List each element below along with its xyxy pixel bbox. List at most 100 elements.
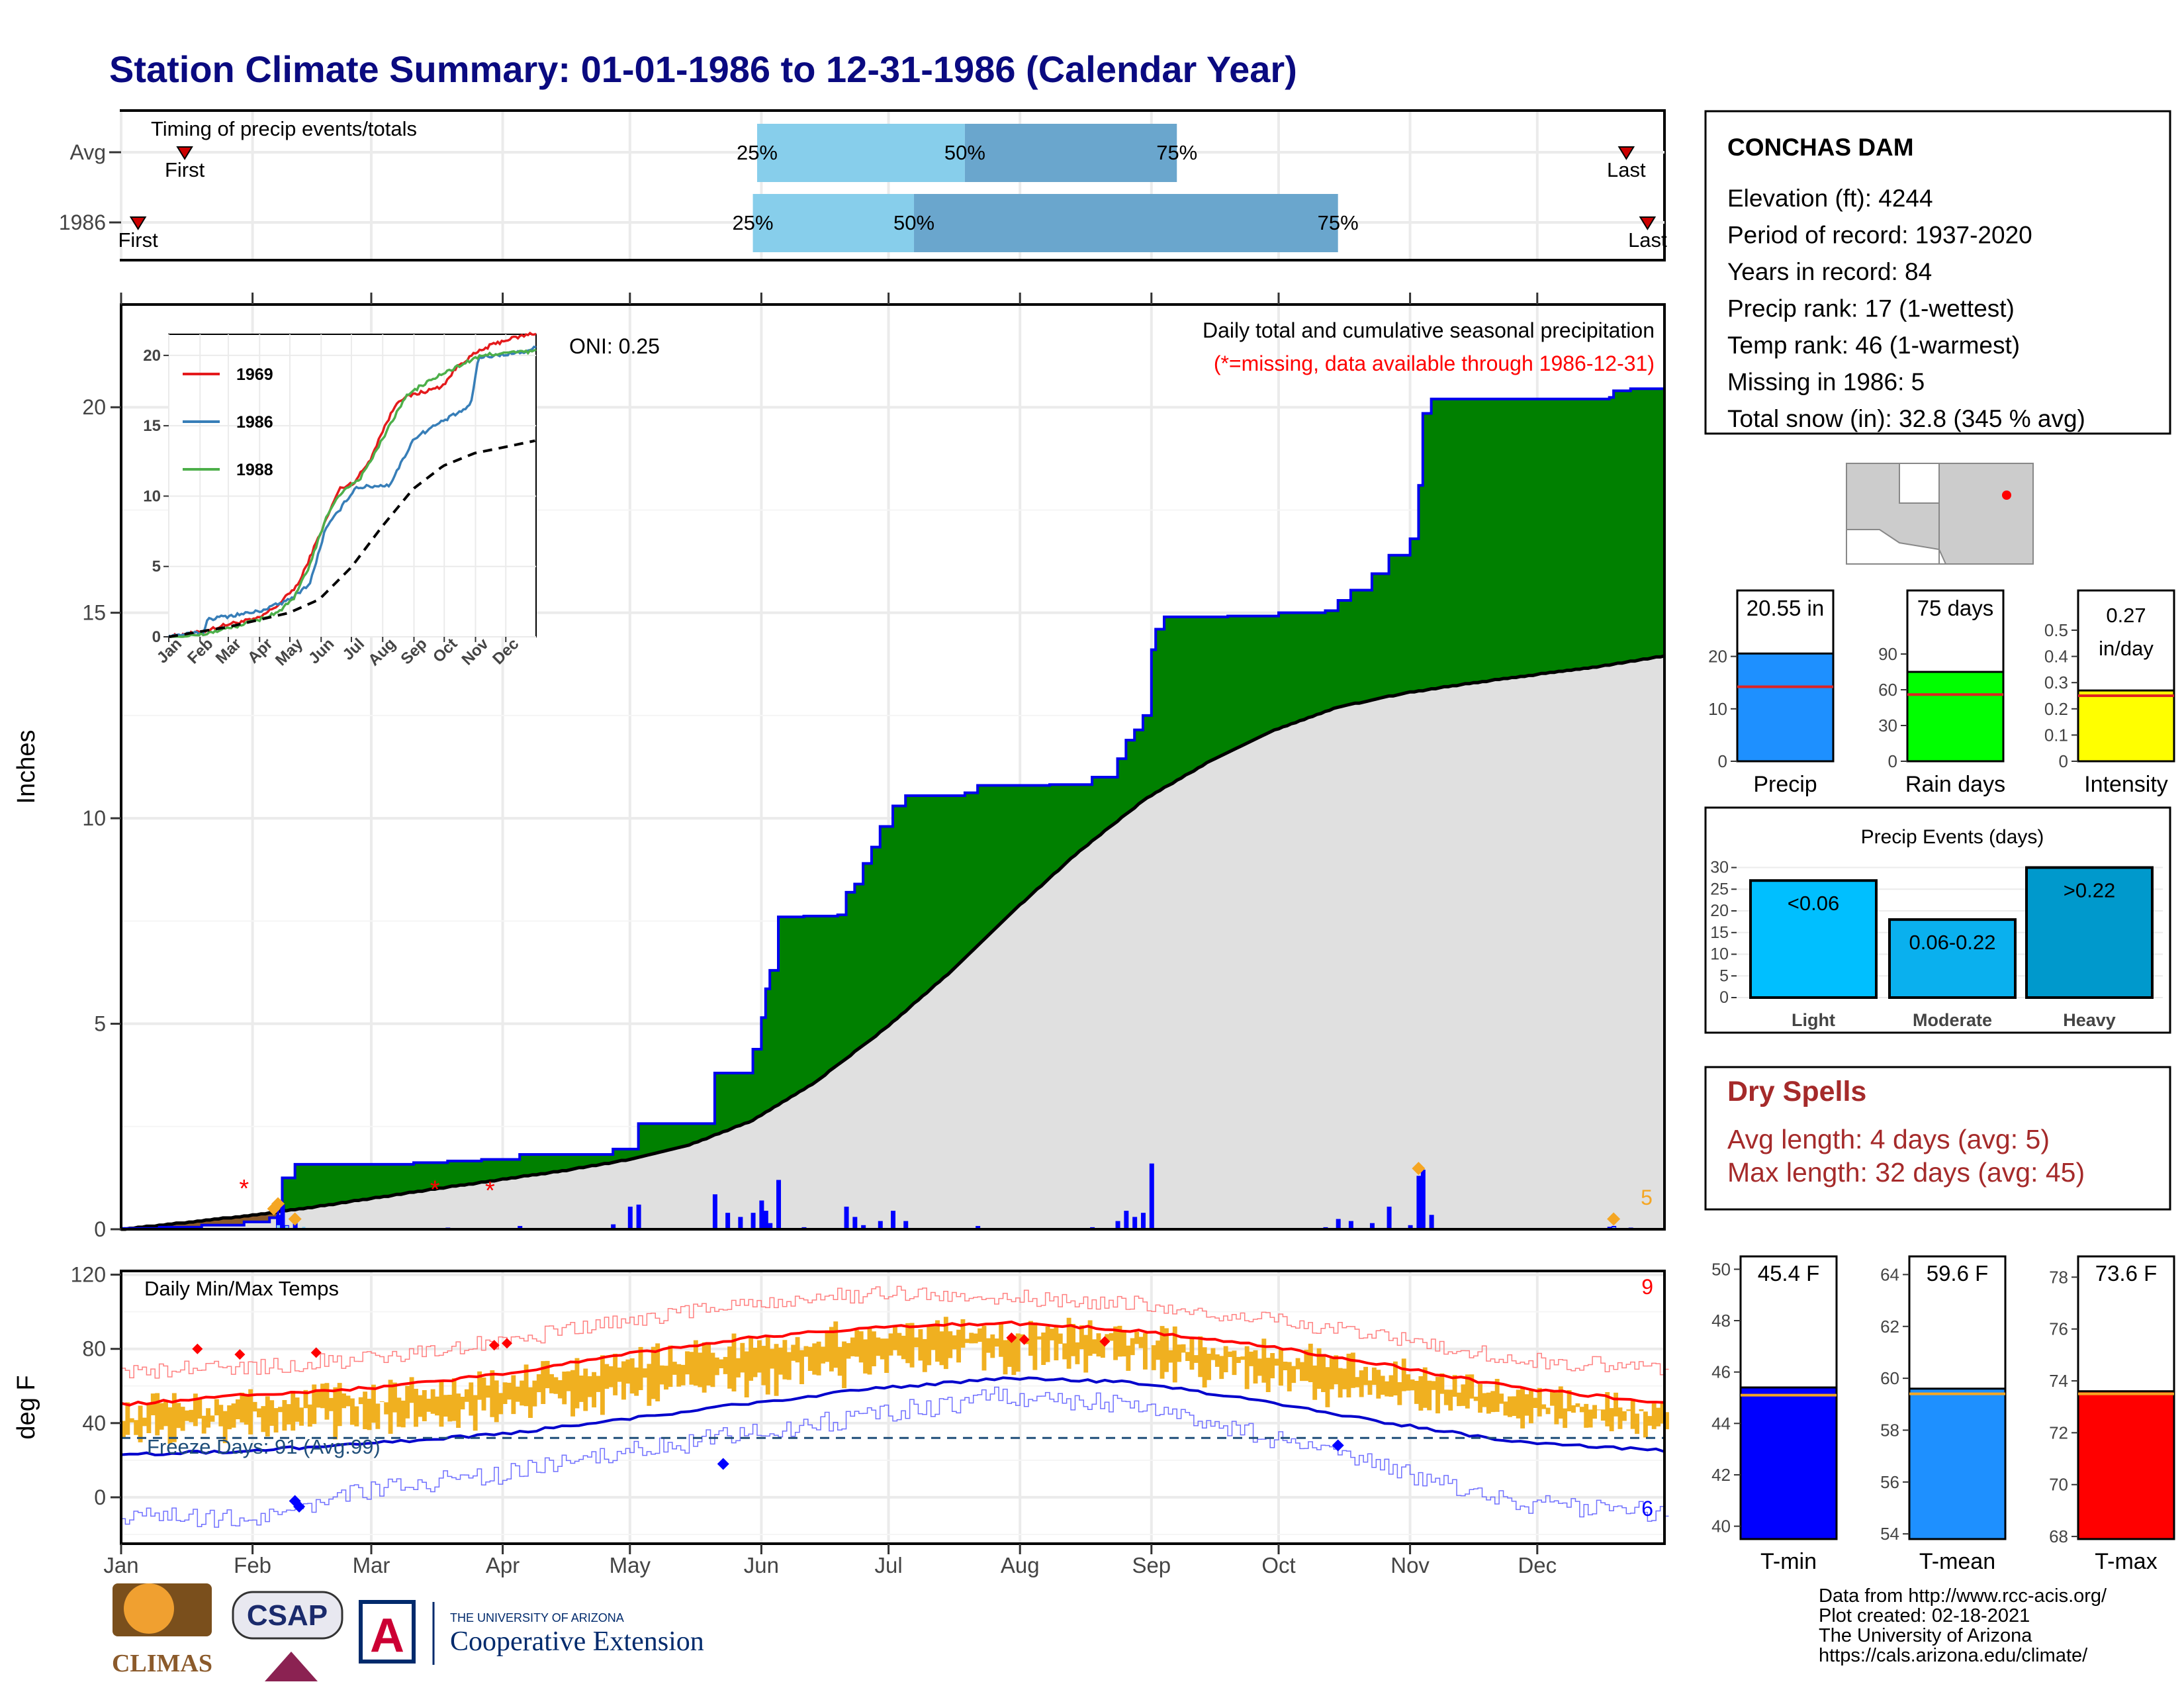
summary-y-tick-label: 0 bbox=[1718, 751, 1727, 771]
summary-y-tick-label: 0.3 bbox=[2044, 673, 2068, 692]
timing-first-marker bbox=[176, 146, 193, 160]
daily-precip-bar bbox=[852, 1217, 858, 1229]
station-name: CONCHAS DAM bbox=[1727, 134, 1914, 161]
daily-precip-bar bbox=[1387, 1206, 1392, 1229]
inset-y-tick-label: 0 bbox=[152, 628, 161, 646]
month-tick-label: Sep bbox=[1132, 1553, 1171, 1577]
footer-line: The University of Arizona bbox=[1819, 1625, 2032, 1646]
record-high-marker bbox=[502, 1338, 512, 1349]
precip-panel: * * * 0 5 10 15 20 Inches ONI: 0.25 Daily total an… bbox=[13, 293, 1666, 1241]
month-tick-label: Oct bbox=[1261, 1553, 1295, 1577]
daily-precip-bar bbox=[1369, 1223, 1375, 1229]
summary-bar-value: 75 days bbox=[1917, 596, 1994, 620]
daily-precip-bar bbox=[891, 1211, 895, 1229]
daily-precip-bar bbox=[280, 1204, 285, 1229]
station-location-dot bbox=[2002, 491, 2011, 500]
precip-events-title: Precip Events (days) bbox=[1861, 826, 2044, 848]
summary-y-tick-label: 0 bbox=[2059, 751, 2068, 771]
precip-event-bar bbox=[1749, 879, 1878, 1000]
summary-bar-value: 0.27 bbox=[2106, 604, 2146, 627]
timing-bar-25-50 bbox=[752, 194, 915, 252]
footer-line: Plot created: 02-18-2021 bbox=[1819, 1605, 2030, 1626]
timing-last-label: Last bbox=[1628, 228, 1667, 252]
inset-legend-label: 1969 bbox=[236, 365, 273, 384]
temp-frame bbox=[120, 1270, 1666, 1545]
timing-last-marker bbox=[1617, 146, 1635, 160]
daily-precip-bar bbox=[903, 1221, 909, 1229]
precip-y-axis-label: Inches bbox=[13, 730, 40, 804]
daily-precip-bar bbox=[1429, 1215, 1434, 1229]
summary-bar-value: 20.55 in bbox=[1747, 596, 1824, 620]
temp-y-axis-label: deg F bbox=[13, 1375, 40, 1439]
temp-panel-title: Daily Min/Max Temps bbox=[144, 1277, 339, 1300]
month-tick-label: Mar bbox=[353, 1553, 390, 1577]
temp-bar bbox=[1739, 1386, 1838, 1540]
timing-row-label: 1986 bbox=[59, 211, 106, 234]
missing-day-marker: * bbox=[485, 1177, 495, 1205]
climas-logo-text: CLIMAS bbox=[112, 1650, 212, 1677]
timing-first-label: First bbox=[165, 158, 205, 181]
month-tick-label: Nov bbox=[1390, 1553, 1430, 1577]
inset-series-line bbox=[168, 345, 537, 639]
precip-events-tick-label: 0 bbox=[1719, 988, 1729, 1007]
temp-bar-y-tick-label: 46 bbox=[1711, 1362, 1731, 1382]
daily-precip-bar bbox=[1348, 1221, 1353, 1229]
daily-precip-bar bbox=[861, 1225, 866, 1229]
summary-y-tick-label: 0 bbox=[1888, 751, 1897, 771]
temp-bar-label: T-min bbox=[1760, 1549, 1817, 1574]
dry-spells-title: Dry Spells bbox=[1727, 1076, 1866, 1107]
daily-precip-bar bbox=[276, 1215, 281, 1229]
precip-event-value-label: 0.06-0.22 bbox=[1909, 931, 1996, 954]
timing-bar-50-75 bbox=[914, 194, 1338, 252]
inset-y-tick-label: 20 bbox=[143, 347, 161, 365]
daily-precip-bar bbox=[627, 1206, 633, 1229]
temp-bar-y-tick-label: 44 bbox=[1711, 1413, 1731, 1433]
timing-row-label: Avg bbox=[69, 140, 106, 164]
record-low-count: 6 bbox=[1641, 1497, 1653, 1521]
footer-credits: Data from http://www.rcc-acis.org/ Plot … bbox=[1819, 1586, 2107, 1665]
daily-precip-bar bbox=[768, 1223, 773, 1229]
station-info-line: Temp rank: 46 (1-warmest) bbox=[1727, 332, 2020, 359]
daily-precip-bar bbox=[1408, 1225, 1413, 1229]
inset-series-line bbox=[169, 348, 537, 638]
precip-events-tick-label: 30 bbox=[1710, 859, 1729, 877]
dry-spells-box bbox=[1704, 1066, 2171, 1211]
record-min-line bbox=[121, 1386, 1669, 1528]
precip-record-marker bbox=[288, 1212, 302, 1226]
month-tick-label: Jun bbox=[744, 1553, 779, 1577]
daily-precip-bar bbox=[1115, 1221, 1120, 1229]
daily-precip-bar bbox=[1140, 1213, 1146, 1229]
csap-cloud bbox=[232, 1591, 343, 1640]
temp-bar-y-tick-label: 48 bbox=[1711, 1311, 1731, 1331]
temp-y-tick-label: 80 bbox=[82, 1337, 106, 1361]
month-tick-label: Feb bbox=[234, 1553, 271, 1577]
precip-event-bar bbox=[2025, 866, 2154, 999]
timing-p25-label: 25% bbox=[733, 211, 774, 234]
inset-y-tick-label: 15 bbox=[143, 417, 161, 435]
summary-bar-label: Rain days bbox=[1905, 772, 2005, 797]
daily-precip-bar bbox=[518, 1226, 523, 1229]
temp-bar-y-tick-label: 68 bbox=[2049, 1526, 2068, 1546]
summary-y-tick-label: 0.4 bbox=[2044, 647, 2068, 667]
temp-y-tick-label: 0 bbox=[94, 1485, 106, 1509]
precip-event-bar bbox=[1888, 918, 2017, 999]
month-tick-label: Aug bbox=[1001, 1553, 1040, 1577]
daily-precip-bar bbox=[611, 1224, 616, 1229]
csap-logo-text: CSAP bbox=[247, 1599, 328, 1632]
ua-logo-letter: A bbox=[370, 1609, 404, 1662]
precip-events-tick-label: 25 bbox=[1710, 880, 1729, 898]
precip-y-tick-label: 15 bbox=[82, 601, 106, 625]
snow-bar bbox=[285, 1226, 289, 1229]
summary-bar-label: Precip bbox=[1753, 772, 1817, 797]
daily-precip-bar bbox=[1124, 1211, 1129, 1229]
dry-spells-line: Max length: 32 days (avg: 45) bbox=[1727, 1157, 2085, 1188]
precip-event-category: Light bbox=[1792, 1010, 1835, 1030]
cumulative-precip-line bbox=[121, 385, 1666, 1230]
summary-y-tick-label: 10 bbox=[1708, 699, 1727, 719]
timing-bar-25-50 bbox=[756, 124, 965, 182]
ua-big-text: Cooperative Extension bbox=[450, 1626, 704, 1657]
daily-precip-bar bbox=[776, 1180, 782, 1229]
record-high-marker bbox=[234, 1349, 246, 1360]
month-tick-label: May bbox=[610, 1553, 651, 1577]
average-min-temp-line bbox=[120, 1376, 1665, 1456]
